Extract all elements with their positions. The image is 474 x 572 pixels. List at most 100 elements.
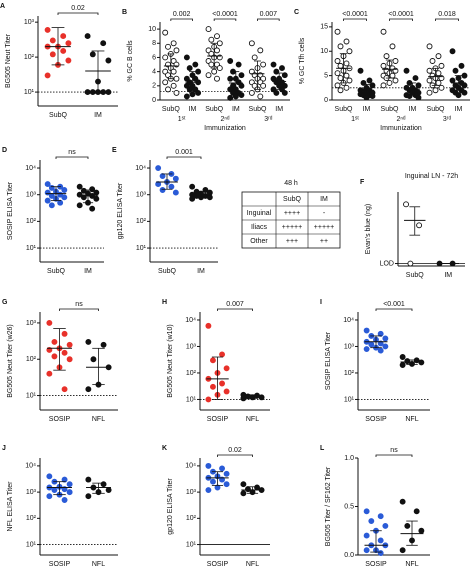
data-point — [80, 187, 87, 194]
significance-bracket — [213, 18, 237, 21]
panel-label: D — [2, 147, 7, 154]
x-tick-label: SOSIP — [207, 416, 229, 423]
table-cell: ++++ — [284, 210, 300, 217]
data-point — [170, 82, 177, 89]
data-point — [219, 351, 226, 358]
data-point — [170, 68, 177, 75]
y-tick-label: 10³ — [26, 489, 37, 496]
chart-title: Inguinal LN - 72h — [405, 173, 458, 180]
data-point — [432, 87, 439, 94]
significance-bracket — [375, 454, 413, 457]
y-tick-label: 10³ — [24, 19, 35, 26]
x-tick-label: IM — [363, 106, 371, 113]
data-point — [51, 487, 58, 493]
data-point — [383, 53, 390, 60]
data-point — [186, 86, 193, 93]
y-tick-label: 10 — [148, 26, 156, 33]
data-point — [260, 82, 267, 89]
table-cell: ++ — [320, 238, 328, 245]
panel-label: F — [360, 179, 365, 186]
data-point — [159, 187, 166, 193]
x-tick-label: IM — [444, 272, 452, 279]
data-point — [173, 89, 180, 96]
data-point — [208, 36, 215, 43]
data-point — [46, 473, 53, 480]
p-value: ns — [75, 301, 83, 308]
data-point — [363, 547, 370, 554]
x-tick-label: SOSIP — [49, 416, 71, 423]
y-tick-label: 10² — [344, 370, 355, 377]
data-point — [368, 341, 375, 348]
x-tick-label: IM — [232, 106, 240, 113]
data-point — [380, 82, 387, 89]
data-point — [334, 82, 341, 89]
x-tick-label: SOSIP — [207, 561, 229, 568]
data-point — [248, 40, 255, 47]
data-point — [219, 380, 226, 387]
data-point — [413, 508, 420, 515]
y-axis-label: Evan's blue (ng) — [365, 204, 372, 254]
y-axis-label: NFL ELISA Titer — [7, 481, 14, 532]
y-tick-label: 10¹ — [26, 245, 37, 252]
data-point — [449, 77, 456, 84]
data-point — [389, 43, 396, 50]
data-point — [343, 60, 350, 67]
y-tick-label: 10² — [24, 54, 35, 61]
data-point — [429, 58, 436, 64]
x-tick-label: SubQ — [335, 106, 353, 113]
data-point — [44, 26, 51, 33]
x-tick-label: NFL — [405, 416, 418, 423]
significance-bracket — [166, 156, 202, 159]
x-tick-label: IM — [197, 268, 205, 275]
data-point — [240, 481, 247, 488]
data-point — [183, 93, 190, 100]
data-point — [416, 222, 423, 229]
panel-label: B — [122, 9, 127, 16]
immunization-label: 3ʳᵈ — [264, 116, 273, 123]
significance-bracket — [389, 18, 413, 21]
y-tick-label: 10² — [186, 370, 197, 377]
data-point — [93, 195, 100, 202]
y-tick-label: 10¹ — [344, 396, 355, 403]
data-point — [84, 33, 91, 40]
data-point — [449, 48, 456, 55]
y-tick-label: 4 — [152, 68, 156, 75]
x-tick-label: IM — [84, 268, 92, 275]
data-point — [206, 194, 213, 201]
data-point — [223, 388, 230, 395]
y-tick-label: 8 — [152, 40, 156, 47]
data-point — [60, 33, 67, 40]
data-point — [227, 58, 234, 64]
x-tick-label: SubQ — [406, 272, 424, 279]
data-point — [227, 94, 234, 101]
y-tick-label: 10 — [320, 48, 328, 55]
data-point — [369, 93, 376, 100]
data-point — [162, 79, 169, 86]
panel-label: J — [2, 445, 6, 452]
p-value: <0.0001 — [212, 11, 238, 18]
x-tick-label: IM — [455, 106, 463, 113]
data-point — [389, 72, 396, 79]
data-point — [418, 527, 425, 534]
data-point — [415, 82, 422, 89]
data-point — [214, 33, 220, 40]
y-tick-label: 10³ — [26, 192, 37, 199]
data-point — [426, 89, 433, 96]
data-point — [240, 395, 247, 402]
data-point — [380, 28, 387, 35]
data-point — [51, 353, 58, 360]
panel-label: C — [294, 9, 299, 16]
data-point — [65, 57, 72, 64]
data-point — [363, 346, 370, 352]
p-value: 0.018 — [438, 11, 456, 18]
x-axis-label: Immunization — [380, 125, 422, 132]
data-point — [426, 77, 433, 84]
data-point — [235, 61, 242, 68]
data-point — [377, 347, 384, 354]
data-point — [84, 89, 91, 96]
x-tick-label: SubQ — [427, 106, 445, 113]
data-point — [172, 175, 179, 182]
data-point — [216, 40, 223, 47]
data-point — [60, 48, 67, 54]
data-point — [455, 92, 462, 99]
